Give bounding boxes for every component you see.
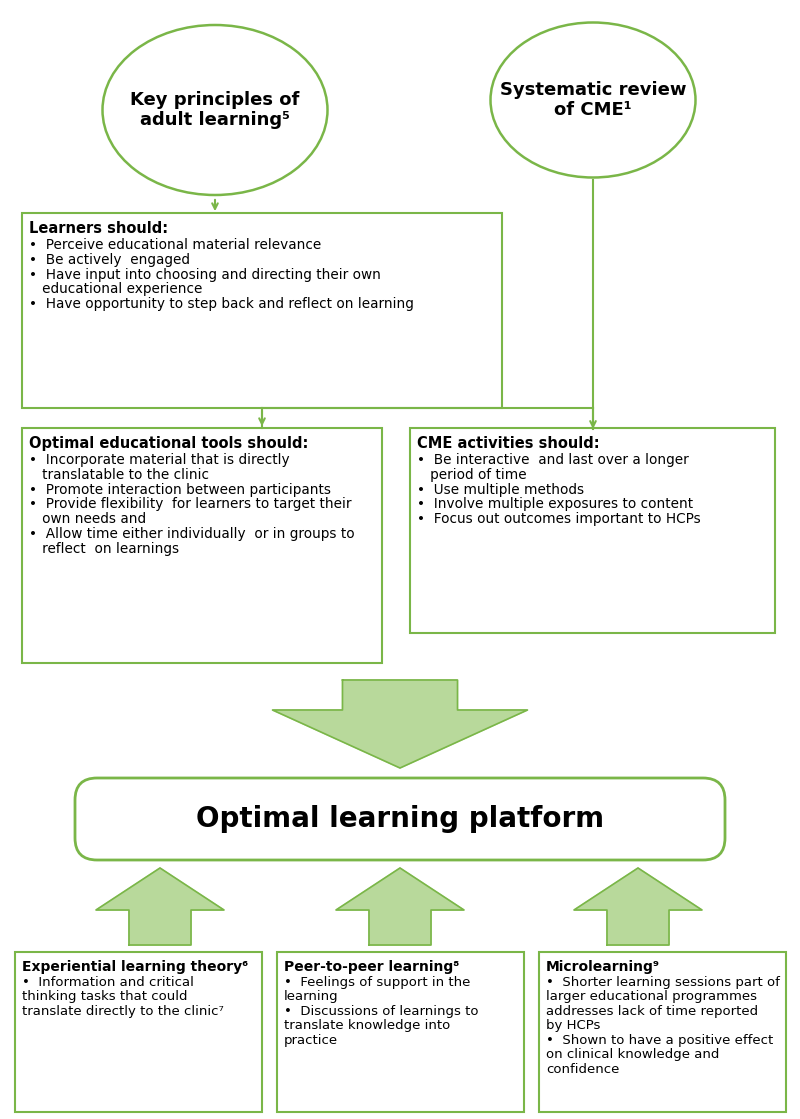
Text: Learners should:: Learners should: xyxy=(29,220,168,236)
Text: translate directly to the clinic⁷: translate directly to the clinic⁷ xyxy=(22,1005,224,1018)
FancyBboxPatch shape xyxy=(75,778,725,861)
Text: translatable to the clinic: translatable to the clinic xyxy=(29,468,209,481)
FancyBboxPatch shape xyxy=(22,427,382,662)
Text: Experiential learning theory⁶: Experiential learning theory⁶ xyxy=(22,960,248,974)
Text: educational experience: educational experience xyxy=(29,282,202,297)
Text: •  Be actively  engaged: • Be actively engaged xyxy=(29,253,190,266)
Text: addresses lack of time reported: addresses lack of time reported xyxy=(546,1005,758,1018)
Text: •  Focus out outcomes important to HCPs: • Focus out outcomes important to HCPs xyxy=(417,513,701,526)
Polygon shape xyxy=(273,680,527,768)
Text: Systematic review
of CME¹: Systematic review of CME¹ xyxy=(500,81,686,120)
FancyBboxPatch shape xyxy=(539,952,786,1112)
Text: •  Be interactive  and last over a longer: • Be interactive and last over a longer xyxy=(417,453,689,467)
Text: Key principles of
adult learning⁵: Key principles of adult learning⁵ xyxy=(130,91,300,130)
FancyBboxPatch shape xyxy=(410,427,775,633)
Text: •  Use multiple methods: • Use multiple methods xyxy=(417,482,584,497)
Text: •  Incorporate material that is directly: • Incorporate material that is directly xyxy=(29,453,290,467)
Text: •  Feelings of support in the: • Feelings of support in the xyxy=(284,976,470,989)
Text: •  Provide flexibility  for learners to target their: • Provide flexibility for learners to ta… xyxy=(29,498,351,511)
Text: period of time: period of time xyxy=(417,468,526,481)
Text: own needs and: own needs and xyxy=(29,513,146,526)
Text: CME activities should:: CME activities should: xyxy=(417,436,600,451)
FancyBboxPatch shape xyxy=(277,952,524,1112)
Text: •  Discussions of learnings to: • Discussions of learnings to xyxy=(284,1005,478,1018)
Text: •  Promote interaction between participants: • Promote interaction between participan… xyxy=(29,482,331,497)
Text: reflect  on learnings: reflect on learnings xyxy=(29,543,179,556)
Text: practice: practice xyxy=(284,1034,338,1046)
Text: larger educational programmes: larger educational programmes xyxy=(546,990,757,1004)
Text: •  Have input into choosing and directing their own: • Have input into choosing and directing… xyxy=(29,267,381,282)
Text: translate knowledge into: translate knowledge into xyxy=(284,1019,450,1033)
Text: learning: learning xyxy=(284,990,338,1004)
Polygon shape xyxy=(336,868,464,946)
Polygon shape xyxy=(96,868,224,946)
Text: Microlearning⁹: Microlearning⁹ xyxy=(546,960,660,974)
Text: •  Shown to have a positive effect: • Shown to have a positive effect xyxy=(546,1034,774,1046)
Text: •  Shorter learning sessions part of: • Shorter learning sessions part of xyxy=(546,976,780,989)
FancyBboxPatch shape xyxy=(15,952,262,1112)
Text: Optimal learning platform: Optimal learning platform xyxy=(196,805,604,833)
Text: •  Involve multiple exposures to content: • Involve multiple exposures to content xyxy=(417,498,693,511)
FancyBboxPatch shape xyxy=(22,213,502,408)
Text: thinking tasks that could: thinking tasks that could xyxy=(22,990,187,1004)
Text: by HCPs: by HCPs xyxy=(546,1019,600,1033)
Text: confidence: confidence xyxy=(546,1063,619,1075)
Text: Optimal educational tools should:: Optimal educational tools should: xyxy=(29,436,308,451)
Text: •  Have opportunity to step back and reflect on learning: • Have opportunity to step back and refl… xyxy=(29,298,414,311)
Text: Peer-to-peer learning⁸: Peer-to-peer learning⁸ xyxy=(284,960,459,974)
Text: on clinical knowledge and: on clinical knowledge and xyxy=(546,1049,719,1061)
Text: •  Allow time either individually  or in groups to: • Allow time either individually or in g… xyxy=(29,527,354,542)
Polygon shape xyxy=(574,868,702,946)
Text: •  Perceive educational material relevance: • Perceive educational material relevanc… xyxy=(29,238,322,252)
Text: •  Information and critical: • Information and critical xyxy=(22,976,194,989)
